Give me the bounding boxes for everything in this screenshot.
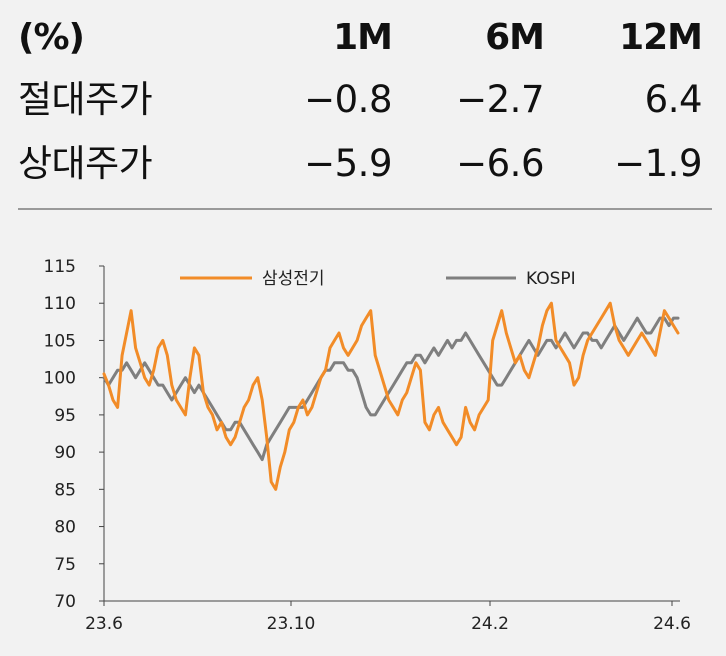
y-tick-label: 95 [54,406,76,426]
col-header-12m: 12M [619,17,703,58]
x-tick-labels: 23.6 23.10 24.2 24.6 [85,601,691,634]
table-divider [18,208,712,210]
x-tick-label: 24.2 [471,614,509,634]
chart-legend: 삼성전기 KOSPI [180,269,576,289]
col-header-6m: 6M [485,17,545,58]
series-lines [102,301,680,491]
y-tick-label: 80 [54,518,76,538]
value-absolute-12m: 6.4 [644,78,703,121]
y-tick-label: 85 [54,480,76,500]
y-tick-label: 115 [44,257,76,277]
y-tick-label: 70 [54,592,76,612]
value-absolute-6m: −2.7 [456,78,544,121]
series-line-samsung-electro-mechanics [102,301,680,491]
series-line-kospi [102,316,680,462]
y-tick-label: 75 [54,555,76,575]
stock-price-chart: 115 110 105 100 95 90 85 80 75 70 23.6 23.10 24.2 24… [44,257,691,634]
row-label-absolute: 절대주가 [18,78,153,121]
y-tick-label: 100 [44,369,76,389]
value-absolute-1m: −0.8 [304,78,392,121]
unit-label: (%) [18,17,85,58]
col-header-1m: 1M [333,17,393,58]
y-tick-label: 105 [44,331,76,351]
table-header-row: (%) 1M 6M 12M [0,8,726,68]
table-row-relative: 상대주가 −5.9 −6.6 −1.9 [0,134,726,194]
x-tick-label: 24.6 [653,614,691,634]
value-relative-1m: −5.9 [304,142,392,185]
x-tick-label: 23.6 [85,614,123,634]
legend-label: KOSPI [526,269,576,289]
value-relative-12m: −1.9 [614,142,702,185]
y-tick-label: 90 [54,443,76,463]
legend-label: 삼성전기 [262,269,325,289]
table-row-absolute: 절대주가 −0.8 −2.7 6.4 [0,70,726,130]
y-tick-label: 110 [44,294,76,314]
y-tick-labels: 115 110 105 100 95 90 85 80 75 70 [44,257,104,612]
value-relative-6m: −6.6 [456,142,544,185]
row-label-relative: 상대주가 [18,142,153,185]
chart-axes [103,266,680,602]
x-tick-label: 23.10 [267,614,316,634]
